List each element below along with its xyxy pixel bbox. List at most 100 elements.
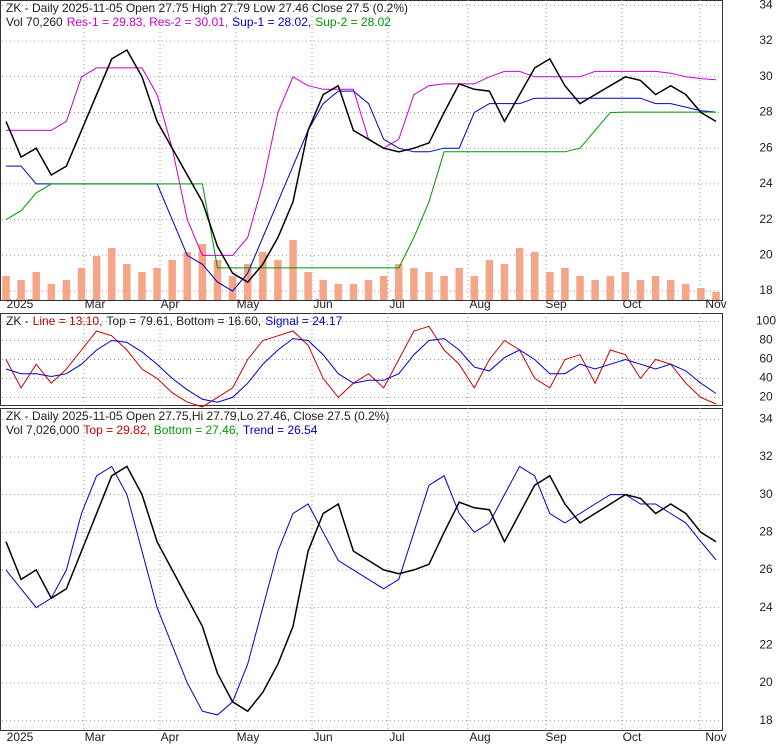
volume-bar	[289, 240, 297, 300]
y-tick-label: 100	[756, 314, 776, 328]
volume-bar	[379, 276, 388, 300]
volume-bar	[168, 260, 176, 300]
volume-bar	[712, 292, 720, 300]
volume-bar	[576, 276, 584, 300]
volume-bar	[364, 280, 373, 300]
x-tick-label: Apr	[161, 297, 180, 311]
y-tick-label: 32	[759, 449, 773, 463]
header-part: ZK -	[6, 314, 29, 328]
x-tick-label: Jun	[313, 297, 332, 311]
y-tick-label: 20	[759, 675, 773, 689]
x-tick-label: Jul	[389, 297, 404, 311]
x-tick-label: Aug	[469, 297, 490, 311]
volume-bar	[697, 288, 705, 300]
x-tick-label: Sep	[545, 297, 567, 311]
volume-bar	[259, 252, 267, 300]
volume-bar	[591, 280, 599, 300]
volume-bar	[213, 260, 222, 300]
panel-title: ZK - Daily 2025-11-05 Open 27.75 High 27…	[6, 1, 408, 15]
volume-bar	[77, 268, 86, 300]
volume-bar	[440, 276, 448, 300]
volume-bar	[515, 248, 524, 300]
volume-bar	[153, 268, 161, 300]
series-line	[5, 465, 717, 716]
volume-bar	[530, 252, 539, 300]
volume-bar	[334, 284, 343, 300]
x-tick-label: May	[237, 297, 260, 311]
x-tick-label: Mar	[85, 297, 106, 311]
header-part: Bottom = 27.46,	[154, 423, 239, 437]
volume-bar	[32, 272, 40, 300]
header-part: Sup-2 = 28.02	[315, 15, 391, 29]
y-tick-label: 40	[759, 371, 773, 385]
volume-bar	[47, 284, 56, 300]
x-tick-label: May	[237, 730, 260, 744]
y-tick-label: 60	[759, 352, 773, 366]
panel-header: Vol 7,026,000 Top = 29.82, Bottom = 27.46,…	[6, 423, 318, 437]
y-tick-label: 28	[759, 524, 773, 538]
x-tick-label: 2025	[7, 297, 34, 311]
volume-bar	[2, 276, 10, 300]
panel-header: ZK - Line = 13.10, Top = 79.61, Bottom = 1…	[6, 314, 343, 328]
volume-bar	[500, 264, 509, 300]
series-line	[5, 48, 717, 284]
y-tick-label: 20	[759, 248, 773, 262]
x-tick-label: Oct	[623, 730, 642, 744]
series-line	[5, 111, 716, 269]
y-tick-label: 30	[759, 69, 773, 83]
series-line	[5, 325, 717, 408]
volume-bar	[636, 280, 645, 300]
header-part: Vol 70,260	[6, 15, 63, 29]
header-part: Top = 29.82,	[83, 423, 149, 437]
header-part: Top = 79.61, Bottom = 16.60,	[106, 314, 261, 328]
volume-bar	[319, 280, 327, 300]
volume-bar	[395, 264, 403, 300]
series-line	[6, 67, 717, 256]
series-line	[5, 338, 717, 403]
volume-bar	[123, 264, 131, 300]
volume-bar	[651, 276, 660, 300]
volume-bar	[621, 272, 630, 300]
volume-bar	[62, 280, 71, 300]
volume-bar	[17, 280, 25, 300]
panel-frame	[0, 408, 723, 731]
x-tick-label: Apr	[161, 730, 180, 744]
volume-bar	[425, 272, 433, 300]
x-tick-label: Jul	[389, 730, 404, 744]
series-line	[5, 465, 717, 713]
x-tick-label: Jun	[313, 730, 332, 744]
y-tick-label: 24	[759, 176, 773, 190]
y-tick-label: 26	[759, 140, 773, 154]
volume-bar	[183, 252, 192, 300]
y-tick-label: 32	[759, 33, 773, 47]
header-part: Trend = 26.54	[243, 423, 318, 437]
y-tick-label: 22	[759, 212, 773, 226]
header-part: Res-1 = 29.83, Res-2 = 30.01,	[67, 15, 228, 29]
volume-bar	[138, 272, 146, 300]
volume-bar	[546, 272, 554, 300]
y-tick-label: 20	[759, 390, 773, 404]
x-tick-label: Nov	[705, 730, 726, 744]
x-tick-label: Sep	[545, 730, 567, 744]
panel-frame	[0, 0, 723, 301]
volume-bar	[107, 248, 116, 300]
x-tick-label: Aug	[469, 730, 490, 744]
volume-bar	[198, 244, 207, 300]
volume-bar	[455, 268, 463, 300]
header-part: Signal = 24.17	[265, 314, 342, 328]
y-tick-label: 80	[759, 333, 773, 347]
panel-title: ZK - Daily 2025-11-05 Open 27.75,Hi 27.7…	[6, 409, 389, 423]
x-tick-label: Nov	[705, 297, 726, 311]
volume-bar	[228, 276, 237, 300]
header-part: Vol 7,026,000	[6, 423, 80, 437]
x-tick-label: Mar	[85, 730, 106, 744]
header-part: Line = 13.10,	[33, 314, 103, 328]
volume-bar	[304, 272, 312, 300]
volume-bar	[606, 276, 615, 300]
header-part: Sup-1 = 28.02,	[232, 15, 311, 29]
y-tick-label: 24	[759, 600, 773, 614]
x-tick-label: Oct	[623, 297, 642, 311]
volume-bar	[682, 284, 690, 300]
volume-bar	[485, 260, 494, 300]
